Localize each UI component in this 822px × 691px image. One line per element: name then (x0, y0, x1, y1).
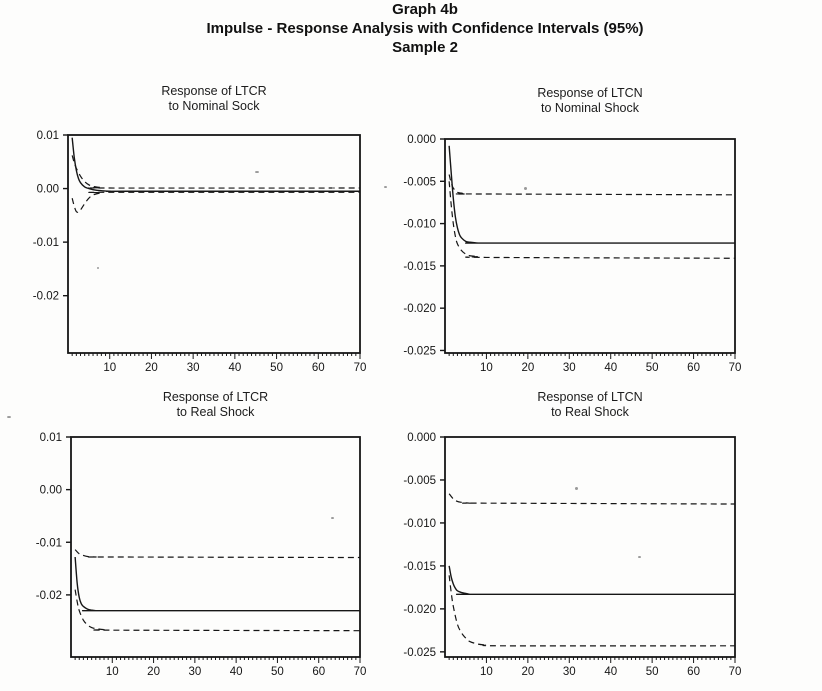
chart-title-line1: Response of LTCN (537, 390, 643, 404)
y-tick-label: -0.025 (403, 647, 436, 659)
x-tick-label: 70 (729, 362, 742, 374)
x-tick-label: 60 (312, 666, 325, 678)
y-tick-label: 0.01 (37, 130, 59, 142)
figure-title: Graph 4b (392, 1, 458, 18)
x-tick-label: 50 (646, 362, 659, 374)
chart-canvas: 0.01 0.00 -0.01 -0.02 10 20 30 40 50 60 70 (33, 130, 367, 374)
chart-canvas: 0.000 -0.005 -0.010 -0.015 -0.020 -0.025 10 20 3… (403, 134, 742, 374)
chart-title-ltcn-nominal: Response of LTCN to Nominal Shock (445, 86, 735, 116)
chart-title-line1: Response of LTCR (161, 84, 267, 98)
x-tick-label: 50 (270, 362, 283, 374)
y-tick-label: -0.020 (403, 303, 436, 315)
figure-subtitle: Impulse - Response Analysis with Confide… (206, 20, 644, 37)
x-tick-label: 50 (646, 666, 659, 678)
axis-box (70, 436, 361, 658)
y-tick-label: -0.005 (403, 176, 436, 188)
series-line-point-estimate (448, 145, 735, 244)
y-tick-label: -0.01 (33, 237, 59, 249)
series-line-point-estimate (74, 556, 360, 612)
chart-canvas: 0.000 -0.005 -0.010 -0.015 -0.020 -0.025 10 20 3… (403, 432, 742, 678)
figure-header: Graph 4b Impulse - Response Analysis wit… (14, 0, 822, 57)
x-tick-label: 20 (521, 362, 534, 374)
x-tick-label: 30 (563, 362, 576, 374)
x-tick-label: 10 (103, 362, 116, 374)
x-tick-label: 20 (521, 666, 534, 678)
series-line-lower-95-ci (71, 191, 361, 213)
scan-speck (332, 187, 335, 189)
scan-speck (575, 487, 578, 490)
series-line-lower-95-ci (448, 575, 736, 647)
y-tick-label: 0.01 (40, 432, 62, 444)
chart-title-ltcn-real: Response of LTCN to Real Shock (445, 390, 735, 420)
scan-speck (638, 556, 641, 558)
chart-title-line2: to Nominal Shock (541, 101, 639, 115)
chart-title-ltcr-nominal: Response of LTCR to Nominal Sock (68, 84, 360, 114)
x-tick-label: 10 (480, 362, 493, 374)
axis-box (444, 138, 736, 354)
chart-response-ltcn-real: 0.000 -0.005 -0.010 -0.015 -0.020 -0.025 10 20 3… (385, 427, 748, 682)
series-line-upper-95-ci (448, 174, 736, 196)
chart-response-ltcr-real: 0.01 0.00 -0.01 -0.02 10 20 30 40 50 60 70 (11, 427, 373, 682)
x-tick-label: 50 (271, 666, 284, 678)
x-tick-label: 40 (604, 362, 617, 374)
chart-response-ltcn-nominal: 0.000 -0.005 -0.010 -0.015 -0.020 -0.025 10 20 3… (385, 129, 748, 378)
x-tick-label: 40 (228, 362, 241, 374)
chart-title-line1: Response of LTCN (537, 86, 643, 100)
series-line-point-estimate (448, 565, 735, 596)
scan-speck (97, 267, 99, 269)
y-tick-label: 0.00 (37, 184, 59, 196)
y-tick-label: -0.010 (403, 518, 436, 530)
figure-sample-label: Sample 2 (392, 39, 458, 56)
x-tick-label: 70 (354, 362, 367, 374)
chart-response-ltcr-nominal: 0.01 0.00 -0.01 -0.02 10 20 30 40 50 60 70 (8, 125, 373, 378)
chart-title-line1: Response of LTCR (162, 390, 269, 404)
y-tick-label: -0.015 (403, 261, 436, 273)
chart-title-line2: to Real Shock (551, 405, 629, 419)
x-tick-label: 30 (187, 362, 200, 374)
axis-box (444, 436, 736, 658)
y-tick-label: 0.000 (407, 134, 436, 146)
y-tick-label: -0.02 (33, 291, 59, 303)
chart-title-ltcr-real: Response of LTCR to Real Shock (71, 390, 360, 420)
y-tick-label: -0.02 (36, 590, 62, 602)
y-tick-label: -0.015 (403, 561, 436, 573)
x-tick-label: 70 (354, 666, 367, 678)
scan-speck (255, 171, 259, 173)
x-tick-label: 40 (230, 666, 243, 678)
y-tick-label: -0.020 (403, 604, 436, 616)
x-tick-label: 30 (563, 666, 576, 678)
x-tick-label: 10 (480, 666, 493, 678)
x-tick-label: 70 (729, 666, 742, 678)
series-line-upper-95-ci (74, 549, 361, 559)
y-tick-label: 0.00 (40, 485, 62, 497)
scan-speck (331, 517, 334, 519)
y-tick-label: -0.025 (403, 345, 436, 357)
series-line-upper-95-ci (71, 155, 361, 189)
axis-box (67, 134, 361, 354)
y-tick-label: -0.005 (403, 475, 436, 487)
x-tick-label: 60 (312, 362, 325, 374)
series-line-point-estimate (71, 137, 360, 192)
series-line-upper-95-ci (448, 493, 736, 505)
scan-speck (384, 186, 387, 188)
chart-canvas: 0.01 0.00 -0.01 -0.02 10 20 30 40 50 60 70 (36, 432, 367, 678)
chart-title-line2: to Real Shock (176, 405, 255, 419)
y-tick-label: -0.010 (403, 219, 436, 231)
chart-title-line2: to Nominal Sock (168, 99, 260, 113)
scan-speck (524, 187, 527, 190)
x-tick-label: 40 (604, 666, 617, 678)
series-line-lower-95-ci (74, 589, 361, 632)
x-tick-label: 20 (147, 666, 160, 678)
x-tick-label: 30 (188, 666, 201, 678)
series-line-lower-95-ci (448, 181, 736, 259)
x-tick-label: 60 (687, 666, 700, 678)
x-tick-label: 60 (687, 362, 700, 374)
y-tick-label: -0.01 (36, 537, 62, 549)
y-tick-label: 0.000 (407, 432, 436, 444)
scan-speck (7, 416, 11, 418)
x-tick-label: 10 (106, 666, 119, 678)
x-tick-label: 20 (145, 362, 158, 374)
